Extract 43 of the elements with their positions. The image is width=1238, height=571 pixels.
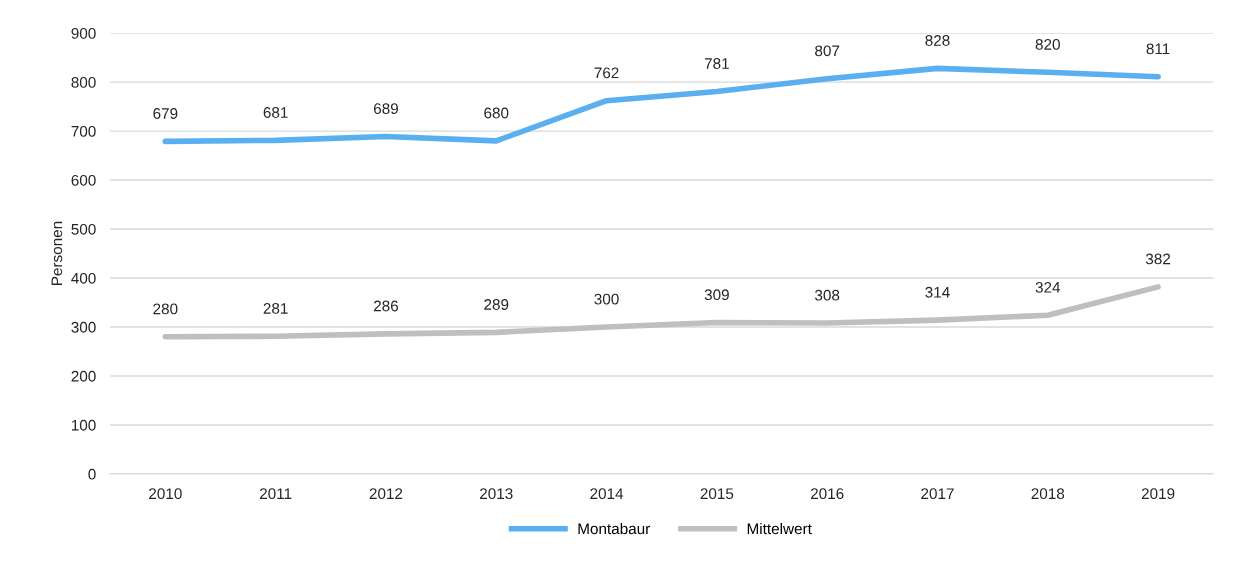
data-label: 314 (925, 286, 950, 298)
data-label: 308 (815, 289, 840, 301)
x-tick-label: 2010 (149, 488, 182, 500)
y-tick-label: 800 (71, 76, 96, 88)
data-label: 781 (704, 58, 729, 69)
y-axis-title: Personen (51, 221, 63, 285)
x-tick-label: 2014 (590, 488, 624, 500)
y-tick-label: 200 (71, 370, 96, 382)
x-tick-label: 2013 (480, 488, 513, 500)
x-tick-label: 2011 (259, 488, 292, 500)
x-tick-label: 2012 (369, 488, 403, 500)
data-label: 680 (484, 107, 509, 119)
legend-label: Mittelwert (747, 522, 812, 535)
data-label: 681 (263, 107, 288, 118)
y-tick-label: 300 (71, 321, 96, 333)
x-tick-label: 2018 (1031, 488, 1065, 500)
data-label: 281 (263, 303, 288, 314)
y-tick-label: 500 (71, 223, 96, 235)
data-label: 820 (1035, 39, 1060, 50)
y-tick-label: 900 (71, 27, 96, 39)
x-tick-label: 2016 (810, 488, 844, 500)
x-tick-label: 2019 (1141, 488, 1175, 500)
data-label: 280 (153, 303, 178, 315)
data-label: 309 (704, 289, 729, 301)
data-label: 807 (815, 45, 840, 57)
y-tick-label: 400 (71, 272, 96, 284)
data-label: 811 (1146, 43, 1170, 55)
data-label: 286 (373, 300, 399, 312)
y-tick-label: 700 (71, 125, 96, 137)
data-label: 679 (153, 108, 178, 119)
data-label: 689 (373, 103, 398, 114)
y-tick-label: 600 (71, 174, 96, 186)
y-tick-label: 100 (71, 419, 96, 431)
data-label: 762 (594, 67, 619, 79)
legend-label: Montabaur (578, 522, 651, 535)
data-label: 300 (594, 293, 619, 305)
x-tick-label: 2015 (700, 488, 734, 500)
data-label: 289 (484, 299, 509, 310)
data-label: 324 (1035, 281, 1061, 293)
data-label: 828 (925, 35, 950, 46)
data-label: 382 (1145, 253, 1171, 265)
x-tick-label: 2017 (921, 488, 954, 500)
y-tick-label: 0 (88, 468, 96, 480)
